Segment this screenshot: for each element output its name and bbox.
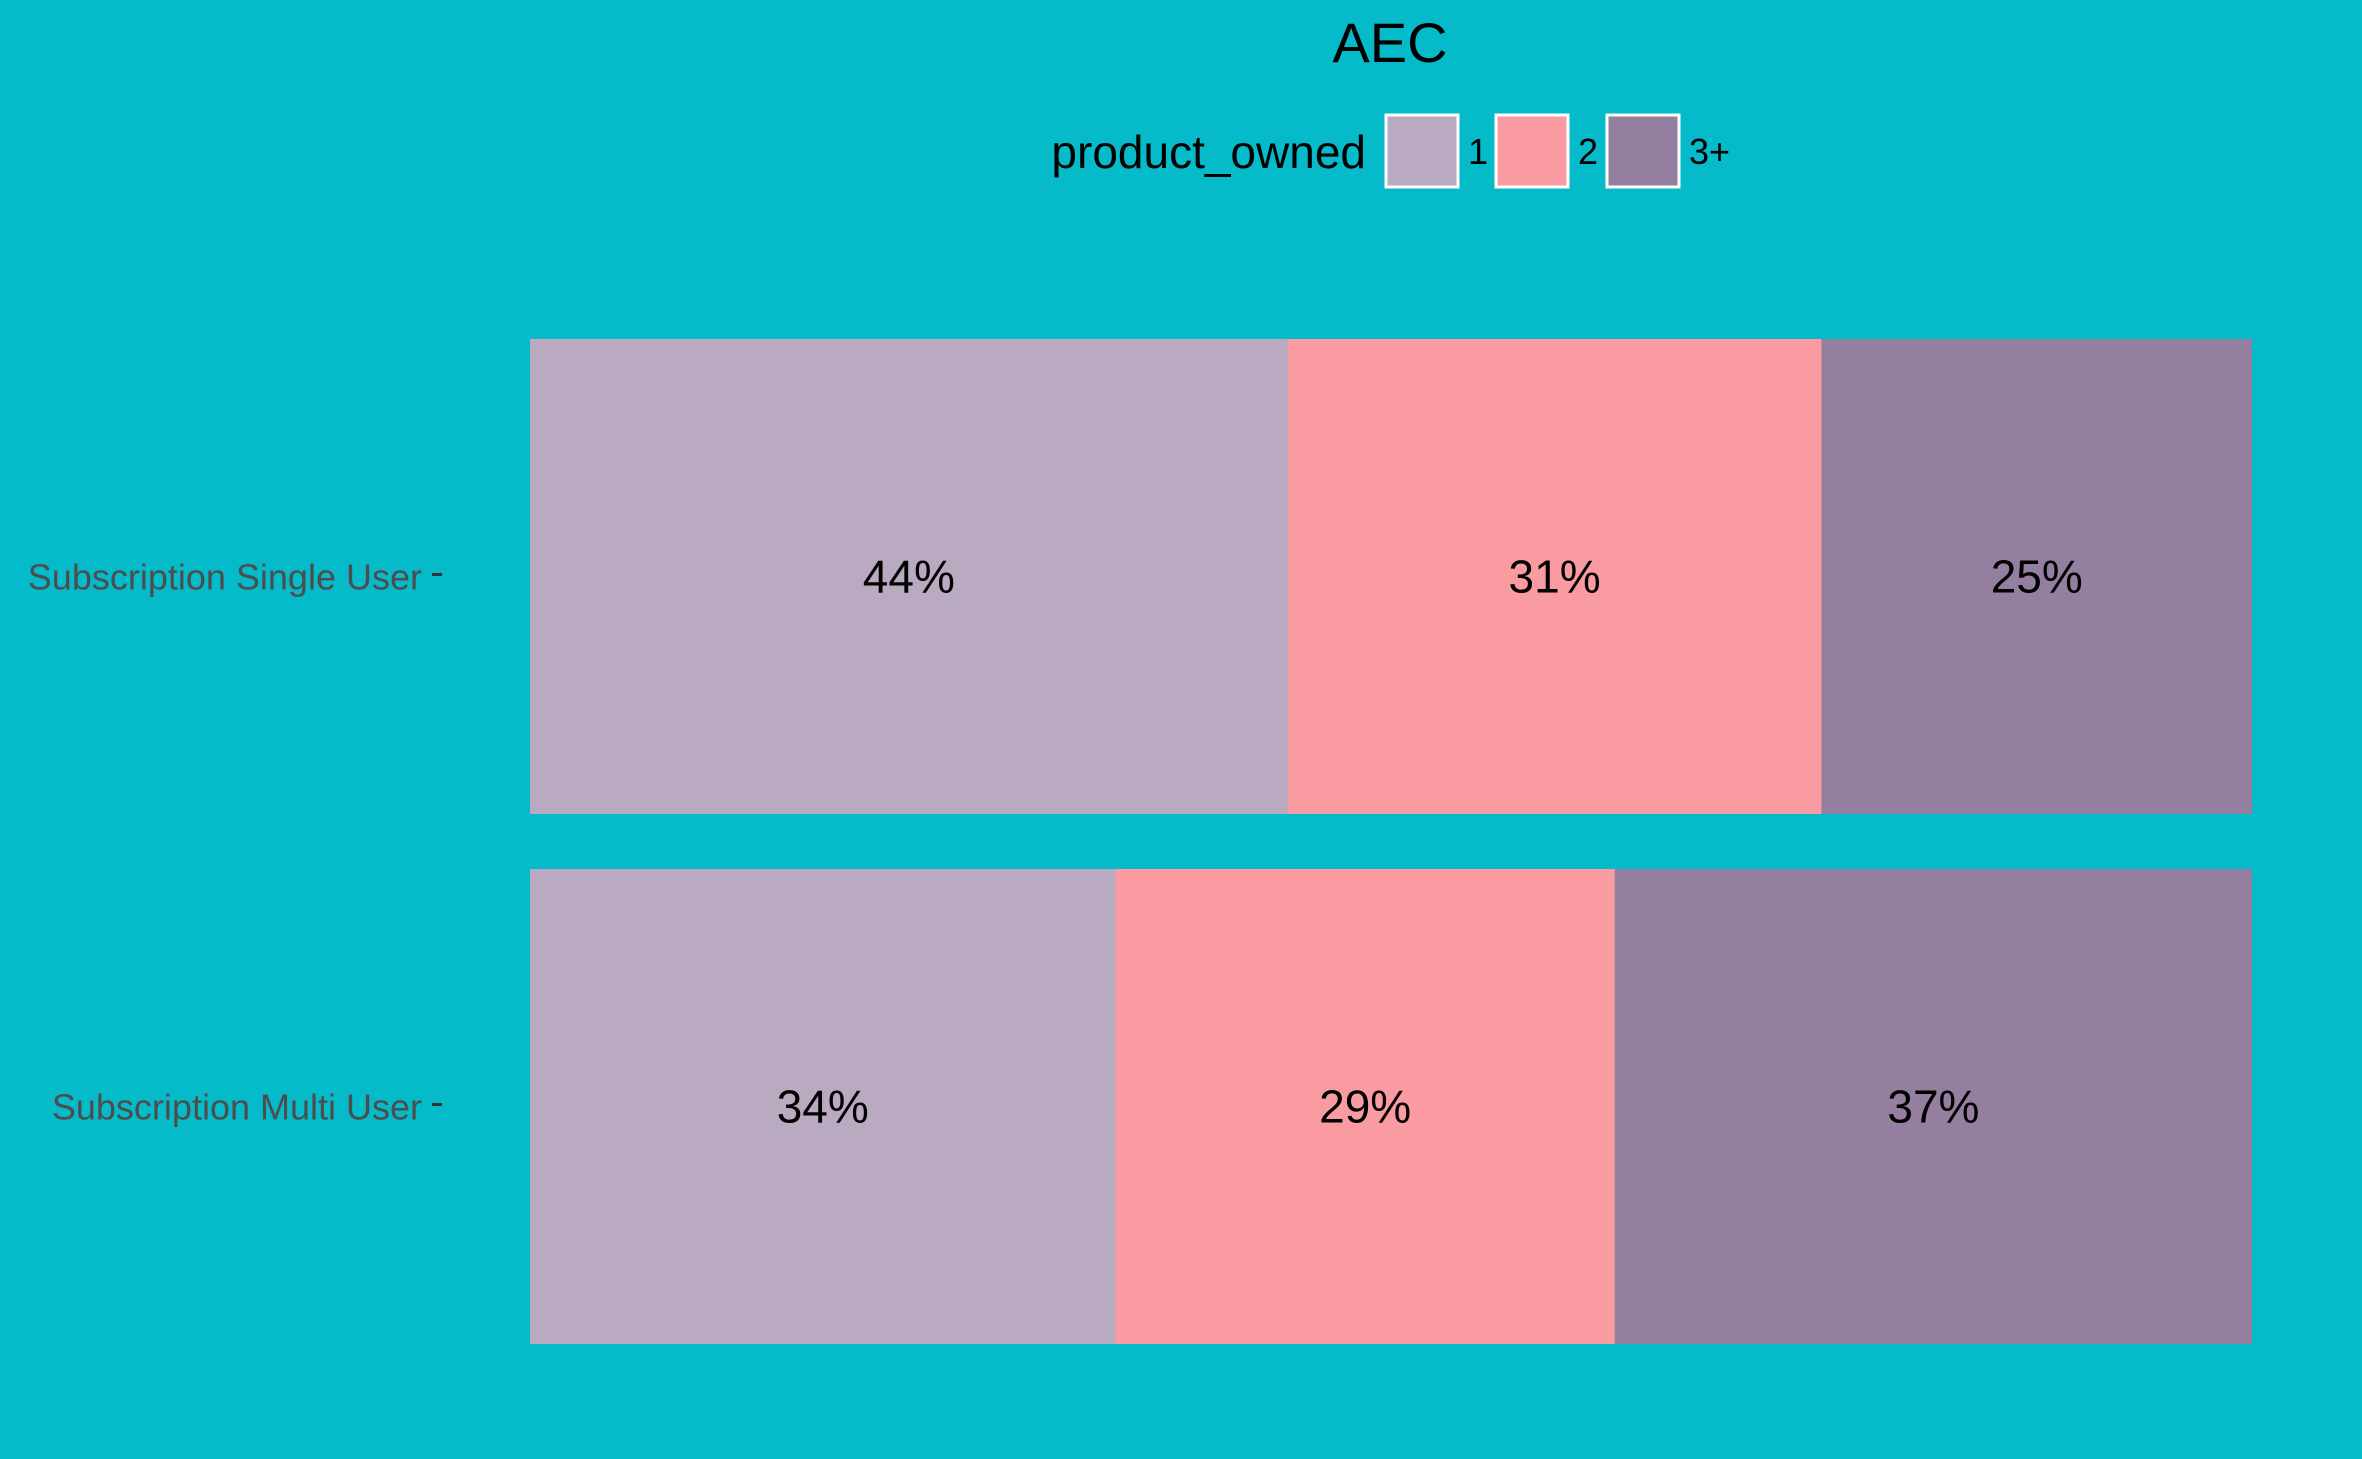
plot-area: 44% 31% 25% 34% 29% 37% [530, 339, 2252, 1344]
legend-label: 2 [1578, 131, 1598, 172]
bar-segment [530, 339, 1288, 814]
legend-title: product_owned [1051, 126, 1366, 178]
category-axis: Subscription Single User Subscription Mul… [28, 557, 442, 1128]
bar-segment [1614, 869, 2252, 1344]
bar-segment [1821, 339, 2252, 814]
bar-segment [1287, 339, 1822, 814]
legend: product_owned 1 2 3+ [1051, 113, 1730, 189]
legend-label: 3+ [1689, 131, 1730, 172]
legend-items: 1 2 3+ [1384, 113, 1730, 189]
category-tick-label: Subscription Single User [28, 557, 422, 598]
data-label: 25% [1991, 551, 2083, 603]
chart-title: AEC [1332, 11, 1447, 74]
legend-key [1384, 113, 1460, 189]
legend-key [1494, 113, 1570, 189]
data-label: 29% [1319, 1081, 1411, 1133]
data-label: 44% [863, 551, 955, 603]
data-label: 34% [777, 1081, 869, 1133]
bar-segment [530, 869, 1116, 1344]
legend-key [1605, 113, 1681, 189]
category-tick-label: Subscription Multi User [52, 1087, 422, 1128]
data-label: 37% [1887, 1081, 1979, 1133]
bar-segment [1115, 869, 1615, 1344]
legend-label: 1 [1468, 131, 1488, 172]
data-label: 31% [1509, 551, 1601, 603]
